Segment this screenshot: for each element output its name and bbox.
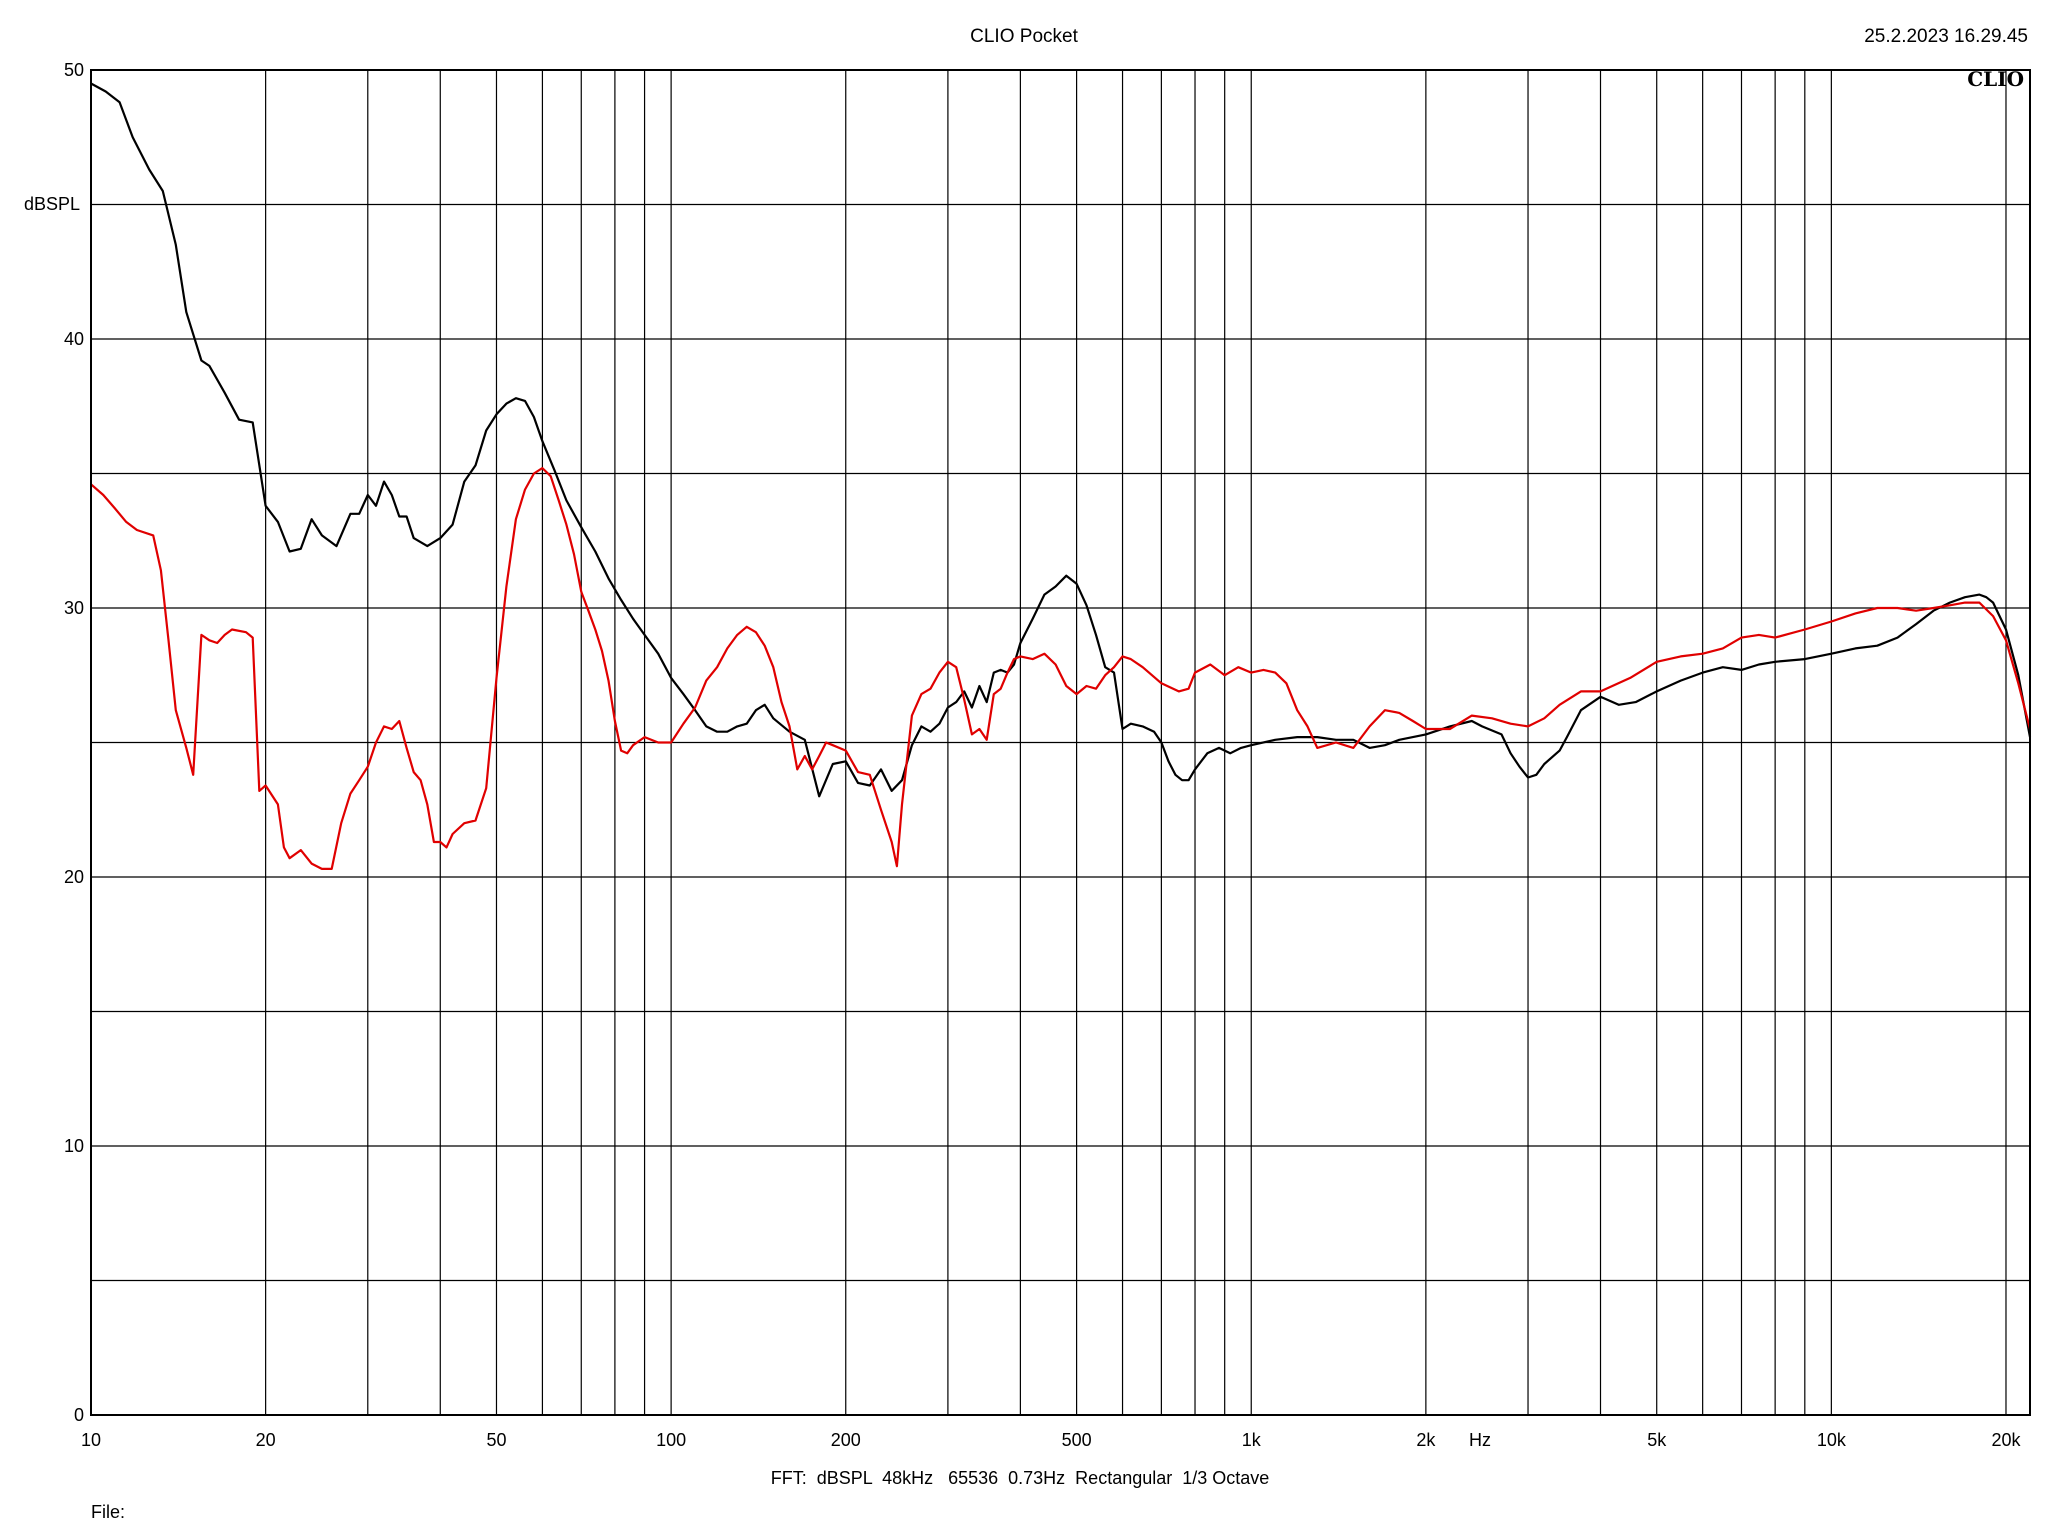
x-tick-label: 50	[486, 1430, 506, 1450]
y-tick-label: 10	[64, 1136, 84, 1156]
chart-title: CLIO Pocket	[970, 26, 1078, 47]
x-tick-label: 100	[656, 1430, 686, 1450]
grid	[91, 70, 2030, 1415]
x-tick-label: 5k	[1647, 1430, 1667, 1450]
clio-logo: CLIO	[1967, 67, 2024, 91]
y-tick-label: 50	[64, 60, 84, 80]
y-axis-label: dBSPL	[24, 194, 80, 214]
x-tick-label: 10	[81, 1430, 101, 1450]
y-tick-label: 40	[64, 329, 84, 349]
x-tick-label: 2k	[1416, 1430, 1436, 1450]
measurement-settings: FFT: dBSPL 48kHz 65536 0.73Hz Rectangula…	[771, 1468, 1270, 1488]
y-tick-label: 20	[64, 867, 84, 887]
file-label: File:	[91, 1502, 125, 1522]
x-tick-label: 20	[256, 1430, 276, 1450]
series-line-black	[90, 82, 2032, 798]
x-tick-label: 200	[831, 1430, 861, 1450]
series-layer	[90, 82, 2032, 870]
x-tick-label: 1k	[1242, 1430, 1262, 1450]
tick-labels: 10 20 50 100 200 500 1k 2k 5k 10k 20k 0 10 20 30 40 50	[64, 60, 2022, 1450]
y-tick-label: 30	[64, 598, 84, 618]
x-tick-label: 20k	[1991, 1430, 2021, 1450]
x-tick-label: 10k	[1817, 1430, 1847, 1450]
plot-frame	[90, 69, 2031, 1416]
x-tick-label: 500	[1062, 1430, 1092, 1450]
timestamp: 25.2.2023 16.29.45	[1864, 26, 2028, 47]
y-tick-label: 0	[74, 1405, 84, 1425]
series-line-red	[90, 467, 2032, 870]
x-axis-unit-label: Hz	[1469, 1430, 1491, 1450]
